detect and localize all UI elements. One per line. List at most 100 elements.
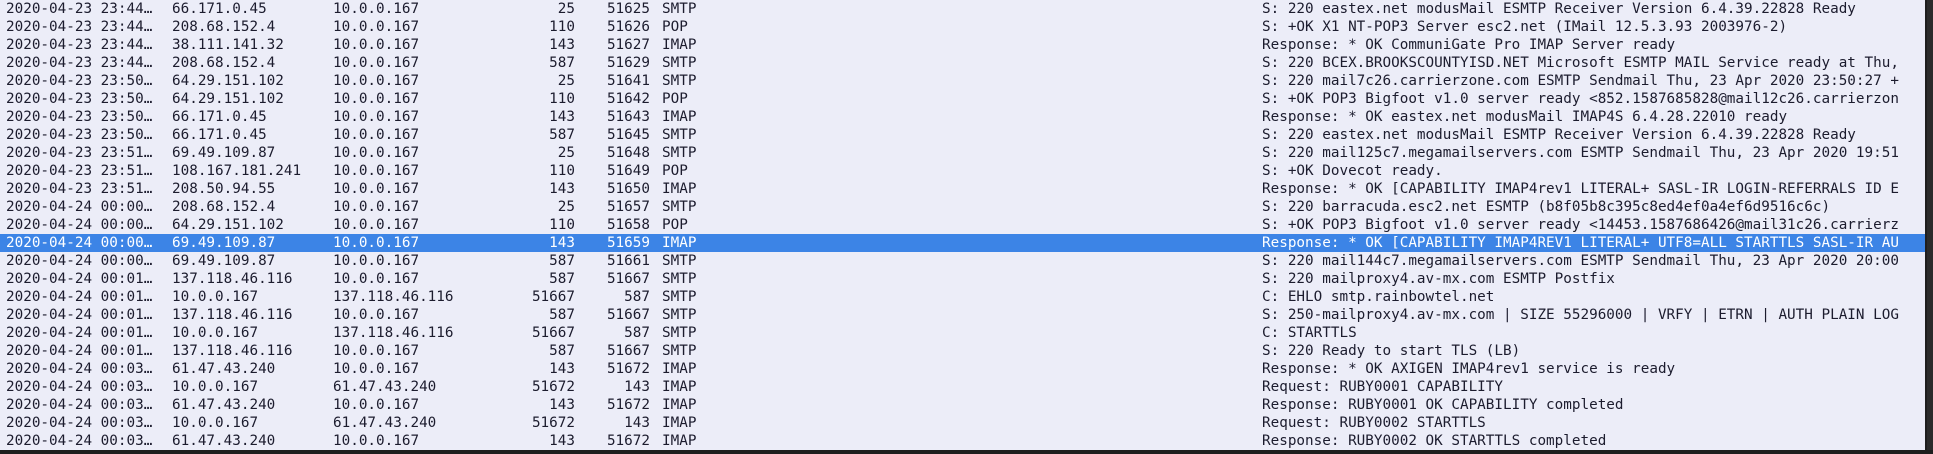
- packet-source-port: 143: [549, 235, 575, 251]
- packet-info: Response: RUBY0001 OK CAPABILITY complet…: [1262, 397, 1624, 413]
- packet-time: 2020-04-24 00:01…: [6, 343, 153, 359]
- packet-protocol: SMTP: [662, 271, 697, 287]
- packet-time: 2020-04-24 00:03…: [6, 415, 153, 431]
- packet-info: S: 220 Ready to start TLS (LB): [1262, 343, 1521, 359]
- packet-row[interactable]: 2020-04-24 00:00… 69.49.109.87 10.0.0.167 5…: [0, 252, 1925, 270]
- packet-source: 61.47.43.240: [172, 397, 276, 413]
- packet-destination-port: 51642: [606, 91, 650, 107]
- packet-time: 2020-04-23 23:44…: [6, 1, 153, 17]
- packet-info: Response: * OK [CAPABILITY IMAP4rev1 LIT…: [1262, 181, 1899, 197]
- packet-row[interactable]: 2020-04-24 00:03… 61.47.43.240 10.0.0.167 1…: [0, 396, 1925, 414]
- packet-destination-port: 51659: [606, 235, 650, 251]
- packet-row[interactable]: 2020-04-23 23:51… 108.167.181.241 10.0.0.1…: [0, 162, 1925, 180]
- packet-row[interactable]: 2020-04-24 00:01… 10.0.0.167 137.118.46.11…: [0, 324, 1925, 342]
- packet-source-port: 110: [549, 19, 575, 35]
- packet-destination-port: 587: [624, 325, 650, 341]
- packet-row-selected[interactable]: 2020-04-24 00:00… 69.49.109.87 10.0.0.167 1…: [0, 234, 1925, 252]
- packet-protocol: SMTP: [662, 325, 697, 341]
- packet-info: C: STARTTLS: [1262, 325, 1357, 341]
- packet-row[interactable]: 2020-04-23 23:50… 66.171.0.45 10.0.0.167 58…: [0, 126, 1925, 144]
- packet-destination: 137.118.46.116: [333, 289, 454, 305]
- packet-time: 2020-04-23 23:51…: [6, 181, 153, 197]
- packet-info: S: 220 BCEX.BROOKSCOUNTYISD.NET Microsof…: [1262, 55, 1899, 71]
- packet-destination-port: 51649: [606, 163, 650, 179]
- packet-row[interactable]: 2020-04-23 23:50… 64.29.151.102 10.0.0.167…: [0, 90, 1925, 108]
- packet-info: Response: * OK [CAPABILITY IMAP4REV1 LIT…: [1262, 235, 1899, 251]
- packet-source-port: 25: [557, 1, 575, 17]
- packet-destination: 61.47.43.240: [333, 415, 437, 431]
- packet-time: 2020-04-23 23:44…: [6, 19, 153, 35]
- packet-info: S: 220 barracuda.esc2.net ESMTP (b8f05b8…: [1262, 199, 1831, 215]
- packet-row[interactable]: 2020-04-24 00:01… 137.118.46.116 10.0.0.16…: [0, 342, 1925, 360]
- packet-source: 61.47.43.240: [172, 361, 276, 377]
- window-bottom-border: [0, 450, 1933, 454]
- packet-info: S: 220 eastex.net modusMail ESMTP Receiv…: [1262, 1, 1856, 17]
- packet-source-port: 25: [557, 145, 575, 161]
- packet-row[interactable]: 2020-04-23 23:44… 38.111.141.32 10.0.0.167…: [0, 36, 1925, 54]
- packet-time: 2020-04-23 23:50…: [6, 91, 153, 107]
- packet-destination-port: 51627: [606, 37, 650, 53]
- packet-protocol: SMTP: [662, 199, 697, 215]
- packet-source: 10.0.0.167: [172, 415, 259, 431]
- packet-destination-port: 587: [624, 289, 650, 305]
- packet-row[interactable]: 2020-04-24 00:01… 137.118.46.116 10.0.0.16…: [0, 270, 1925, 288]
- packet-info: S: 220 mail144c7.megamailservers.com ESM…: [1262, 253, 1899, 269]
- packet-destination-port: 51648: [606, 145, 650, 161]
- packet-time: 2020-04-24 00:03…: [6, 433, 153, 449]
- packet-source: 69.49.109.87: [172, 253, 276, 269]
- packet-time: 2020-04-24 00:00…: [6, 253, 153, 269]
- packet-info: Response: * OK eastex.net modusMail IMAP…: [1262, 109, 1788, 125]
- packet-source: 10.0.0.167: [172, 379, 259, 395]
- packet-destination: 10.0.0.167: [333, 397, 420, 413]
- packet-row[interactable]: 2020-04-23 23:44… 208.68.152.4 10.0.0.167 1…: [0, 18, 1925, 36]
- packet-row[interactable]: 2020-04-24 00:03… 61.47.43.240 10.0.0.167 1…: [0, 432, 1925, 450]
- packet-source: 137.118.46.116: [172, 307, 293, 323]
- packet-row[interactable]: 2020-04-24 00:03… 10.0.0.167 61.47.43.240 5…: [0, 378, 1925, 396]
- packet-destination: 10.0.0.167: [333, 361, 420, 377]
- packet-row[interactable]: 2020-04-23 23:44… 66.171.0.45 10.0.0.167 25…: [0, 0, 1925, 18]
- packet-row[interactable]: 2020-04-24 00:03… 10.0.0.167 61.47.43.240 5…: [0, 414, 1925, 432]
- packet-source: 69.49.109.87: [172, 235, 276, 251]
- packet-info: S: 220 mailproxy4.av-mx.com ESMTP Postfi…: [1262, 271, 1615, 287]
- packet-row[interactable]: 2020-04-23 23:50… 66.171.0.45 10.0.0.167 14…: [0, 108, 1925, 126]
- packet-row[interactable]: 2020-04-23 23:51… 69.49.109.87 10.0.0.167 2…: [0, 144, 1925, 162]
- packet-source-port: 587: [549, 127, 575, 143]
- packet-info: S: +OK POP3 Bigfoot v1.0 server ready <8…: [1262, 91, 1899, 107]
- packet-destination: 10.0.0.167: [333, 145, 420, 161]
- packet-destination-port: 51645: [606, 127, 650, 143]
- packet-source: 208.68.152.4: [172, 199, 276, 215]
- packet-time: 2020-04-24 00:00…: [6, 199, 153, 215]
- packet-row[interactable]: 2020-04-24 00:00… 64.29.151.102 10.0.0.167…: [0, 216, 1925, 234]
- packet-info: Request: RUBY0002 STARTTLS: [1262, 415, 1486, 431]
- packet-row[interactable]: 2020-04-23 23:44… 208.68.152.4 10.0.0.167 5…: [0, 54, 1925, 72]
- packet-destination-port: 51661: [606, 253, 650, 269]
- packet-destination-port: 51658: [606, 217, 650, 233]
- packet-row[interactable]: 2020-04-24 00:01… 137.118.46.116 10.0.0.16…: [0, 306, 1925, 324]
- packet-destination: 10.0.0.167: [333, 73, 420, 89]
- packet-source-port: 110: [549, 163, 575, 179]
- packet-row[interactable]: 2020-04-23 23:51… 208.50.94.55 10.0.0.167 1…: [0, 180, 1925, 198]
- packet-row[interactable]: 2020-04-24 00:00… 208.68.152.4 10.0.0.167 2…: [0, 198, 1925, 216]
- packet-info: S: 220 eastex.net modusMail ESMTP Receiv…: [1262, 127, 1856, 143]
- packet-destination: 10.0.0.167: [333, 127, 420, 143]
- packet-protocol: IMAP: [662, 181, 697, 197]
- packet-row[interactable]: 2020-04-24 00:01… 10.0.0.167 137.118.46.11…: [0, 288, 1925, 306]
- packet-destination-port: 51672: [606, 361, 650, 377]
- packet-info: C: EHLO smtp.rainbowtel.net: [1262, 289, 1495, 305]
- packet-info: Response: RUBY0002 OK STARTTLS completed: [1262, 433, 1607, 449]
- packet-row[interactable]: 2020-04-24 00:03… 61.47.43.240 10.0.0.167 1…: [0, 360, 1925, 378]
- packet-destination: 10.0.0.167: [333, 199, 420, 215]
- packet-destination-port: 51657: [606, 199, 650, 215]
- packet-destination: 61.47.43.240: [333, 379, 437, 395]
- packet-source-port: 25: [557, 73, 575, 89]
- packet-destination-port: 51629: [606, 55, 650, 71]
- packet-row[interactable]: 2020-04-23 23:50… 64.29.151.102 10.0.0.167…: [0, 72, 1925, 90]
- packet-source: 208.68.152.4: [172, 55, 276, 71]
- packet-source-port: 51672: [531, 379, 575, 395]
- packet-destination: 10.0.0.167: [333, 37, 420, 53]
- packet-time: 2020-04-23 23:44…: [6, 55, 153, 71]
- packet-destination-port: 51625: [606, 1, 650, 17]
- packet-time: 2020-04-24 00:00…: [6, 217, 153, 233]
